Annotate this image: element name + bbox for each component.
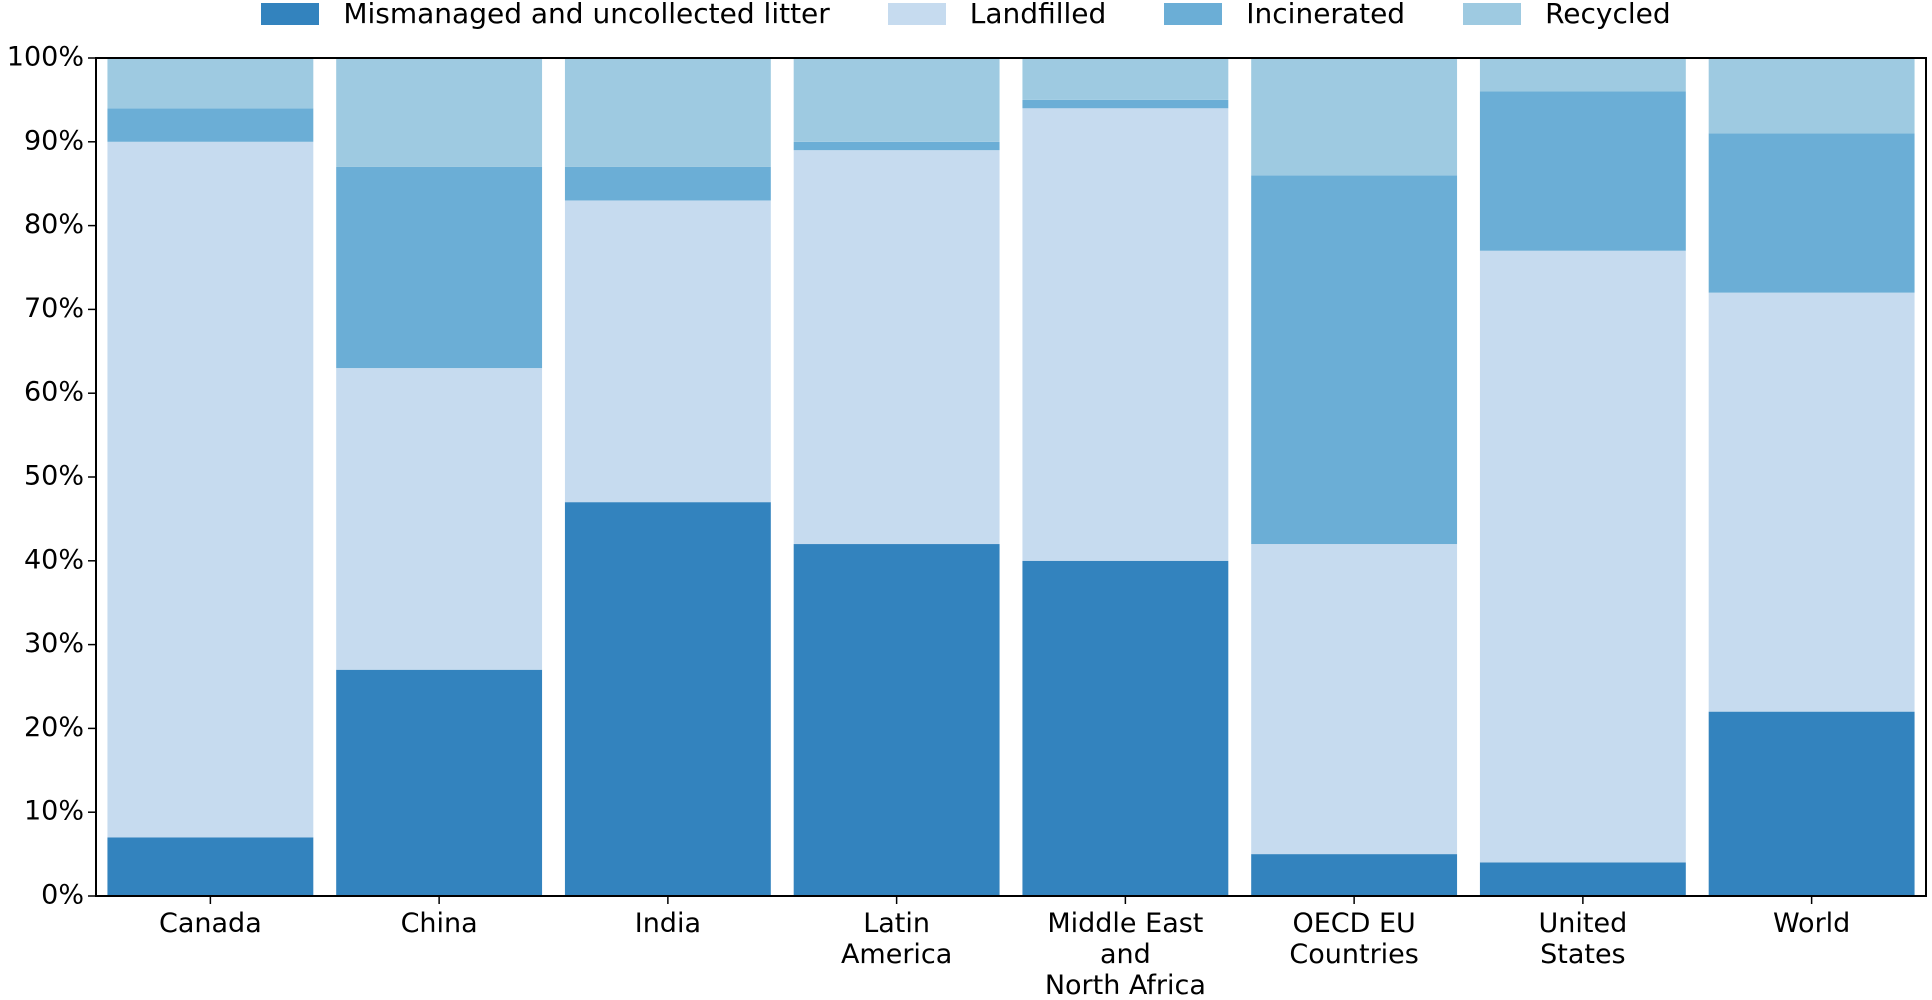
y-tick-label: 60% — [24, 377, 84, 408]
bar-segment — [107, 108, 314, 142]
bar-segment — [793, 544, 1000, 896]
bar-segment — [336, 58, 543, 167]
y-tick-label: 30% — [24, 628, 84, 659]
legend-swatch — [1164, 3, 1223, 25]
bar-segment — [1251, 854, 1458, 896]
y-tick-label: 50% — [24, 461, 84, 492]
bar-segment — [1479, 862, 1686, 896]
bar-segment — [336, 669, 543, 896]
x-tick-label: India — [634, 908, 701, 939]
bar-segment — [1022, 560, 1229, 896]
y-tick-label: 70% — [24, 293, 84, 324]
bar-segment — [793, 141, 1000, 151]
bar-segment — [1251, 58, 1458, 176]
legend-entry: Mismanaged and uncollected litter — [261, 0, 830, 30]
bar-segment — [1022, 108, 1229, 561]
legend-label: Recycled — [1545, 0, 1671, 30]
y-tick-label: 10% — [24, 796, 84, 827]
bar-segment — [1708, 133, 1915, 293]
bar-segment — [107, 141, 314, 838]
x-tick-label: Latin America — [840, 908, 953, 970]
bar-segment — [1022, 58, 1229, 100]
y-tick-label: 90% — [24, 125, 84, 156]
legend-label: Mismanaged and uncollected litter — [343, 0, 830, 30]
y-tick-label: 40% — [24, 544, 84, 575]
x-tick-label: China — [400, 908, 478, 939]
x-tick-label: World — [1772, 908, 1851, 939]
y-tick-label: 0% — [41, 880, 84, 911]
bar-segment — [564, 502, 771, 896]
legend-label: Landfilled — [969, 0, 1107, 30]
bar-segment — [1479, 58, 1686, 92]
x-tick-label: United States — [1538, 908, 1628, 970]
bar-segment — [107, 837, 314, 896]
y-tick-label: 20% — [24, 712, 84, 743]
legend-entry: Landfilled — [887, 0, 1107, 30]
bar-segment — [1708, 711, 1915, 896]
legend-swatch — [261, 3, 320, 25]
bar-segment — [1479, 250, 1686, 863]
x-tick-label: Canada — [159, 908, 262, 939]
bar-segment — [793, 58, 1000, 142]
bar-segment — [1708, 58, 1915, 134]
bar-segment — [564, 166, 771, 201]
y-tick-label: 100% — [7, 42, 84, 73]
bar-segment — [1479, 91, 1686, 251]
axes-frame — [95, 57, 1927, 897]
legend-swatch — [1463, 3, 1522, 25]
y-tick-label: 80% — [24, 209, 84, 240]
bar-segment — [793, 150, 1000, 545]
legend-swatch — [887, 3, 946, 25]
bar-segment — [564, 58, 771, 167]
bar-segment — [1251, 175, 1458, 545]
bar-segment — [564, 200, 771, 503]
legend-label: Incinerated — [1246, 0, 1406, 30]
bar-segment — [336, 166, 543, 369]
bar-segment — [107, 58, 314, 109]
bar-segment — [1251, 544, 1458, 855]
legend: Mismanaged and uncollected litter Landfil… — [0, 0, 1932, 28]
legend-entry: Recycled — [1463, 0, 1671, 28]
legend-entry: Incinerated — [1164, 0, 1405, 28]
bar-segment — [336, 368, 543, 670]
x-tick-label: Middle East and North Africa — [1044, 908, 1206, 1000]
bar-segment — [1708, 292, 1915, 712]
bar-segment — [1022, 99, 1229, 109]
x-tick-label: OECD EU Countries — [1289, 908, 1419, 970]
